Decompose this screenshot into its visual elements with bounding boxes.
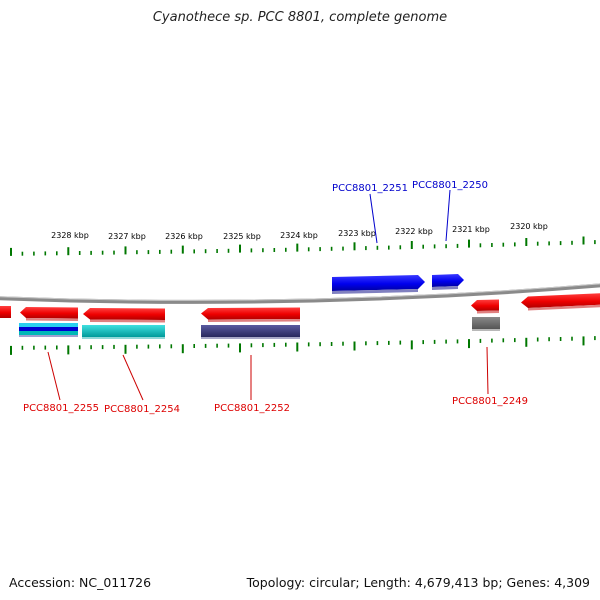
inner-tick-track (10, 336, 596, 355)
gene-shadow (90, 319, 165, 323)
gene-label-2252[interactable]: PCC8801_2252 (214, 403, 290, 414)
leader-line-2251 (369, 193, 378, 244)
gene-PCC8801_2249[interactable] (471, 299, 499, 312)
gene-shadow (528, 304, 600, 311)
tick-label-2328: 2328 kbp (51, 231, 89, 240)
feature-shadow (82, 337, 165, 339)
tick-label-2325: 2325 kbp (223, 232, 261, 241)
gene-PCC8801_2252[interactable] (201, 307, 300, 320)
gene-edge-left[interactable] (0, 306, 11, 318)
leader-line-2254 (122, 354, 144, 401)
gene-PCC8801_2251[interactable] (332, 275, 425, 291)
tick-label-2324: 2324 kbp (280, 231, 318, 240)
feature-shadow (19, 335, 78, 337)
leader-line-2250 (445, 189, 451, 242)
feature-shadow (201, 337, 300, 339)
map-title: Cyanothece sp. PCC 8801, complete genome (152, 10, 448, 25)
feature-blue-strip[interactable] (19, 327, 78, 331)
reverse-strand-genes (0, 293, 600, 323)
gene-PCC8801_2250[interactable] (432, 274, 464, 287)
feature-track (19, 317, 500, 339)
gene-shadow (208, 319, 300, 322)
gene-shadow (26, 318, 78, 321)
gene-shadow (332, 289, 418, 294)
feature-shadow (472, 329, 500, 331)
genome-summary-text: Topology: circular; Length: 4,679,413 bp… (246, 575, 590, 590)
gene-shadow (432, 286, 458, 290)
feature-cyan-strip[interactable] (19, 323, 78, 327)
tick-label-2321: 2321 kbp (452, 225, 490, 234)
gene-edge-right[interactable] (521, 293, 600, 308)
feature-cyan-block[interactable] (82, 325, 165, 337)
genome-backbone (0, 283, 600, 304)
feature-navy-block[interactable] (201, 325, 300, 337)
forward-strand-genes (332, 274, 464, 294)
gene-label-2254[interactable]: PCC8801_2254 (104, 404, 180, 415)
gene-label-2255[interactable]: PCC8801_2255 (23, 403, 99, 414)
gene-PCC8801_2255[interactable] (20, 307, 78, 319)
outer-tick-track (10, 236, 596, 256)
genome-backbone-highlight (0, 283, 600, 301)
tick-label-2323: 2323 kbp (338, 229, 376, 238)
tick-label-2326: 2326 kbp (165, 232, 203, 241)
feature-gray-block[interactable] (472, 317, 500, 329)
gene-label-2251[interactable]: PCC8801_2251 (332, 183, 408, 194)
gene-label-2249[interactable]: PCC8801_2249 (452, 396, 528, 407)
accession-text: Accession: NC_011726 (9, 575, 152, 590)
gene-label-2250[interactable]: PCC8801_2250 (412, 180, 488, 191)
leader-line-2249 (486, 346, 489, 395)
gene-shadow (477, 310, 499, 314)
feature-teal-strip[interactable] (19, 331, 78, 335)
leader-line-2255 (47, 351, 61, 401)
gene-PCC8801_2254[interactable] (83, 308, 165, 320)
tick-label-2322: 2322 kbp (395, 227, 433, 236)
tick-label-2320: 2320 kbp (510, 222, 548, 231)
tick-label-2327: 2327 kbp (108, 232, 146, 241)
